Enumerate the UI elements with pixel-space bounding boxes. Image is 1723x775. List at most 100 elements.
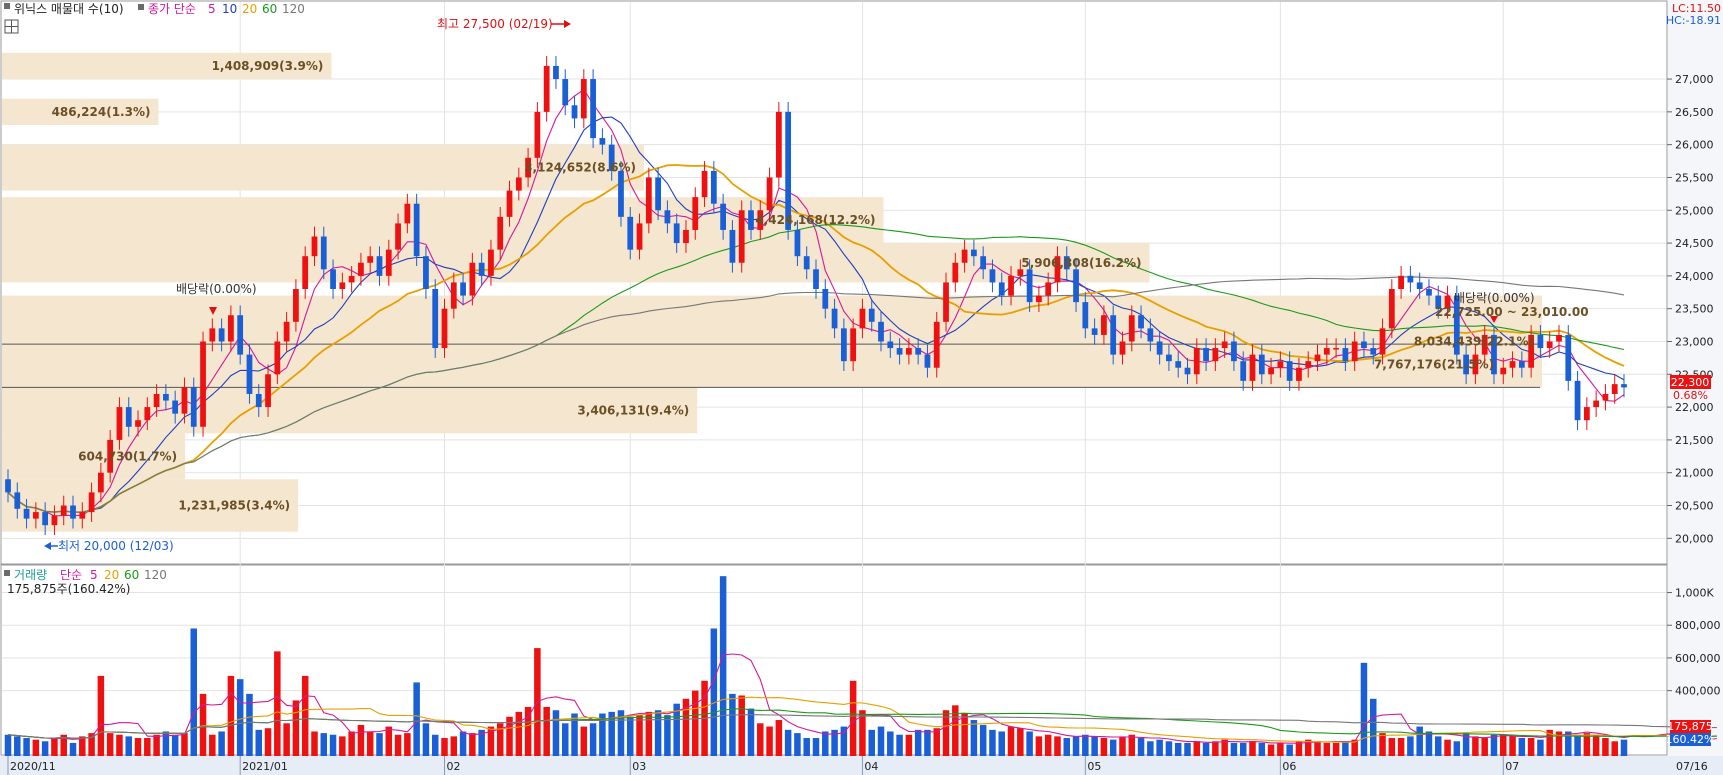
candle[interactable] bbox=[1156, 341, 1163, 355]
volume-bar[interactable] bbox=[1239, 742, 1247, 756]
candle[interactable] bbox=[1147, 328, 1154, 342]
volume-bar[interactable] bbox=[366, 731, 374, 756]
candle[interactable] bbox=[1379, 328, 1386, 355]
candle[interactable] bbox=[1240, 361, 1247, 381]
candle[interactable] bbox=[1351, 341, 1358, 362]
volume-bar[interactable] bbox=[1481, 738, 1488, 756]
candle[interactable] bbox=[1008, 275, 1014, 296]
candle[interactable] bbox=[1333, 348, 1339, 350]
candle[interactable] bbox=[228, 315, 234, 342]
volume-bar[interactable] bbox=[1555, 731, 1563, 756]
volume-bar[interactable] bbox=[69, 742, 77, 756]
volume-bar[interactable] bbox=[311, 731, 318, 756]
volume-bar[interactable] bbox=[859, 710, 866, 756]
volume-bar[interactable] bbox=[478, 729, 485, 756]
candle[interactable] bbox=[200, 341, 206, 427]
candle[interactable] bbox=[1407, 275, 1414, 283]
candle[interactable] bbox=[766, 177, 773, 211]
candle[interactable] bbox=[1509, 361, 1516, 368]
volume-bar[interactable] bbox=[1611, 741, 1618, 756]
grid-toggle-icon[interactable] bbox=[4, 19, 19, 34]
volume-bar[interactable] bbox=[1518, 738, 1526, 756]
volume-bar[interactable] bbox=[1304, 739, 1312, 756]
volume-bar[interactable] bbox=[905, 734, 913, 756]
volume-bar[interactable] bbox=[1007, 726, 1015, 756]
volume-bar[interactable] bbox=[599, 713, 606, 756]
volume-bar[interactable] bbox=[524, 706, 532, 756]
volume-bar[interactable] bbox=[682, 698, 690, 756]
volume-bar[interactable] bbox=[561, 723, 569, 756]
candle[interactable] bbox=[664, 210, 671, 224]
volume-bar[interactable] bbox=[868, 729, 875, 756]
candle[interactable] bbox=[989, 269, 996, 283]
volume-bar[interactable] bbox=[181, 733, 188, 756]
candle[interactable] bbox=[320, 236, 327, 270]
volume-bar[interactable] bbox=[1574, 734, 1581, 756]
candle[interactable] bbox=[441, 308, 448, 349]
candle[interactable] bbox=[1481, 334, 1488, 355]
volume-bar[interactable] bbox=[970, 720, 978, 756]
candle[interactable] bbox=[748, 210, 754, 230]
candle[interactable] bbox=[488, 249, 494, 276]
candle[interactable] bbox=[1528, 334, 1535, 368]
volume-bar[interactable] bbox=[1527, 738, 1535, 756]
volume-bar[interactable] bbox=[589, 723, 597, 756]
volume-bar[interactable] bbox=[608, 711, 615, 756]
candle[interactable] bbox=[868, 308, 875, 322]
candle[interactable] bbox=[1017, 269, 1024, 276]
volume-bar[interactable] bbox=[1119, 736, 1126, 756]
volume-bar[interactable] bbox=[1258, 742, 1266, 756]
volume-bar[interactable] bbox=[171, 734, 179, 756]
candle[interactable] bbox=[163, 393, 169, 401]
volume-bar[interactable] bbox=[1072, 736, 1080, 756]
candle[interactable] bbox=[460, 282, 466, 296]
volume-bar[interactable] bbox=[106, 733, 114, 756]
volume-bar[interactable] bbox=[1388, 738, 1396, 756]
volume-bar[interactable] bbox=[1026, 731, 1033, 756]
candle[interactable] bbox=[878, 321, 884, 342]
candle[interactable] bbox=[1101, 315, 1107, 335]
volume-bar[interactable] bbox=[209, 734, 216, 756]
candle[interactable] bbox=[701, 170, 708, 198]
volume-bar[interactable] bbox=[506, 716, 513, 756]
candle[interactable] bbox=[413, 203, 420, 257]
volume-bar[interactable] bbox=[1017, 728, 1024, 756]
candle[interactable] bbox=[125, 407, 132, 427]
candle[interactable] bbox=[720, 203, 727, 230]
candle[interactable] bbox=[144, 407, 151, 421]
volume-bar[interactable] bbox=[645, 711, 653, 756]
candle[interactable] bbox=[1611, 384, 1618, 394]
volume-bar[interactable] bbox=[301, 675, 309, 756]
volume-bar[interactable] bbox=[1128, 734, 1136, 756]
candle[interactable] bbox=[775, 111, 782, 178]
candle[interactable] bbox=[1082, 302, 1089, 329]
volume-bar[interactable] bbox=[339, 736, 346, 756]
volume-bar[interactable] bbox=[450, 736, 458, 756]
volume-bar[interactable] bbox=[775, 720, 783, 756]
candle[interactable] bbox=[70, 505, 76, 519]
volume-bar[interactable] bbox=[1193, 741, 1201, 756]
volume-bar[interactable] bbox=[292, 700, 300, 756]
candle[interactable] bbox=[1370, 348, 1377, 355]
candle[interactable] bbox=[1036, 295, 1042, 303]
volume-bar[interactable] bbox=[1147, 741, 1154, 756]
candle[interactable] bbox=[534, 111, 541, 158]
candle[interactable] bbox=[265, 374, 271, 408]
volume-bar[interactable] bbox=[1602, 738, 1609, 756]
candle[interactable] bbox=[1323, 348, 1330, 355]
candle[interactable] bbox=[116, 407, 123, 440]
candle[interactable] bbox=[1249, 354, 1256, 381]
volume-bar[interactable] bbox=[1323, 742, 1331, 756]
volume-bar[interactable] bbox=[1444, 739, 1451, 756]
candle[interactable] bbox=[1221, 341, 1228, 349]
candle[interactable] bbox=[1537, 334, 1544, 349]
candle[interactable] bbox=[1091, 328, 1098, 335]
candle[interactable] bbox=[757, 210, 764, 230]
volume-bar[interactable] bbox=[1091, 736, 1098, 756]
volume-bar[interactable] bbox=[1332, 742, 1340, 756]
candle[interactable] bbox=[729, 229, 736, 263]
candle[interactable] bbox=[1277, 361, 1284, 368]
candle[interactable] bbox=[376, 256, 383, 276]
candle[interactable] bbox=[952, 262, 959, 283]
volume-bar[interactable] bbox=[1379, 733, 1386, 756]
